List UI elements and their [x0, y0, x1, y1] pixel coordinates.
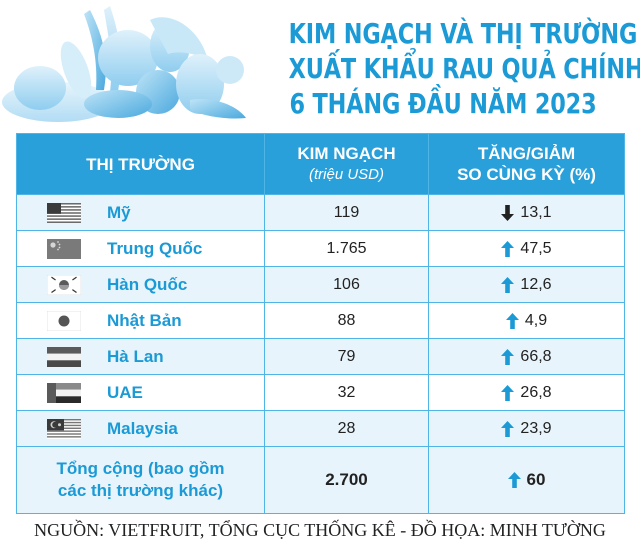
- change-value: 66,8: [520, 347, 552, 365]
- title-line: 6 THÁNG ĐẦU NĂM 2023: [289, 87, 597, 120]
- vegetables-illustration: [2, 6, 246, 122]
- flag-china-icon: [47, 238, 81, 259]
- change-cell: 23,9: [428, 410, 625, 447]
- chart-title: KIM NGẠCH VÀ THỊ TRƯỜNG XUẤT KHẨU RAU QU…: [288, 16, 640, 121]
- header-value-unit: (triệu USD): [308, 166, 384, 183]
- table-row: Trung Quốc 1.765 47,5: [16, 230, 625, 267]
- change-cell: 12,6: [428, 266, 625, 303]
- table-row: UAE 32 26,8: [16, 374, 625, 411]
- header-value: KIM NGẠCH (triệu USD): [264, 133, 429, 195]
- value-cell: 32: [264, 374, 429, 411]
- country-name: UAE: [107, 382, 143, 402]
- market-cell: Mỹ: [16, 194, 265, 231]
- country-name: Hà Lan: [107, 346, 164, 366]
- market-cell: Hà Lan: [16, 338, 265, 375]
- change-value: 4,9: [524, 311, 548, 329]
- value-cell: 119: [264, 194, 429, 231]
- market-cell: Hàn Quốc: [16, 266, 265, 303]
- arrow-up-icon: [501, 348, 515, 365]
- table-row: Hàn Quốc 106 12,6: [16, 266, 625, 303]
- value-cell: 88: [264, 302, 429, 339]
- table-row: Mỹ 119 13,1: [16, 194, 625, 231]
- arrow-down-icon: [501, 204, 515, 221]
- country-name: Malaysia: [107, 418, 178, 438]
- market-cell: UAE: [16, 374, 265, 411]
- flag-korea-icon: [47, 274, 81, 295]
- market-cell: Nhật Bản: [16, 302, 265, 339]
- title-line: KIM NGẠCH VÀ THỊ TRƯỜNG: [288, 17, 638, 50]
- change-cell: 13,1: [428, 194, 625, 231]
- flag-usa-icon: [47, 202, 81, 223]
- change-cell: 26,8: [428, 374, 625, 411]
- title-line: XUẤT KHẨU RAU QUẢ CHÍNH,: [288, 52, 640, 85]
- arrow-up-icon: [501, 276, 515, 293]
- country-name: Nhật Bản: [107, 310, 182, 330]
- table-row: Nhật Bản 88 4,9: [16, 302, 625, 339]
- table-row: Hà Lan 79 66,8: [16, 338, 625, 375]
- change-value: 26,8: [520, 383, 552, 401]
- total-label: Tổng cộng (bao gồm các thị trường khác): [16, 446, 265, 514]
- table-row: Malaysia 28 23,9: [16, 410, 625, 447]
- change-value: 47,5: [520, 239, 552, 257]
- arrow-up-icon: [501, 384, 515, 401]
- change-value: 13,1: [520, 203, 552, 221]
- flag-netherlands-icon: [47, 346, 81, 367]
- value-cell: 106: [264, 266, 429, 303]
- arrow-up-icon: [507, 472, 521, 488]
- total-value: 2.700: [264, 446, 429, 514]
- flag-uae-icon: [47, 382, 81, 403]
- change-value: 23,9: [520, 419, 552, 437]
- value-cell: 1.765: [264, 230, 429, 267]
- header-change: TĂNG/GIẢM SO CÙNG KỲ (%): [428, 133, 625, 195]
- source-credit: NGUỒN: VIETFRUIT, TỔNG CỤC THỐNG KÊ - ĐỒ…: [34, 520, 606, 540]
- country-name: Mỹ: [107, 202, 131, 222]
- market-cell: Trung Quốc: [16, 230, 265, 267]
- change-cell: 47,5: [428, 230, 625, 267]
- flag-japan-icon: [47, 310, 81, 331]
- country-name: Hàn Quốc: [107, 274, 188, 294]
- arrow-up-icon: [501, 240, 515, 257]
- flag-malaysia-icon: [47, 418, 81, 439]
- header-market: THỊ TRƯỜNG: [16, 133, 265, 195]
- change-cell: 66,8: [428, 338, 625, 375]
- value-cell: 79: [264, 338, 429, 375]
- country-name: Trung Quốc: [107, 238, 203, 258]
- value-cell: 28: [264, 410, 429, 447]
- total-row: Tổng cộng (bao gồm các thị trường khác) …: [16, 446, 625, 514]
- change-value: 12,6: [520, 275, 552, 293]
- header-row: THỊ TRƯỜNG KIM NGẠCH (triệu USD) TĂNG/GI…: [16, 133, 625, 195]
- total-change: 60: [428, 446, 625, 514]
- change-cell: 4,9: [428, 302, 625, 339]
- arrow-up-icon: [501, 420, 515, 437]
- arrow-up-icon: [505, 312, 519, 329]
- export-table: THỊ TRƯỜNG KIM NGẠCH (triệu USD) TĂNG/GI…: [16, 133, 625, 514]
- market-cell: Malaysia: [16, 410, 265, 447]
